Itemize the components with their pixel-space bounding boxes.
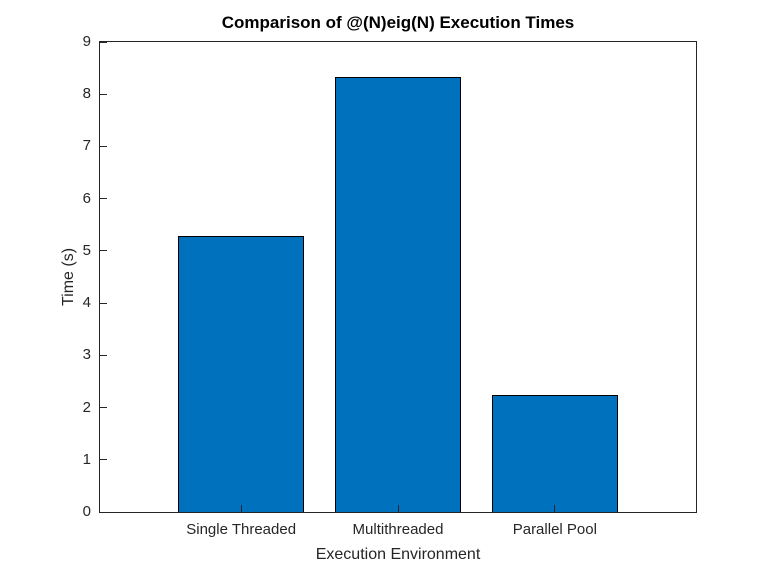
y-tick-label: 6: [82, 189, 91, 207]
y-tick-label: 2: [82, 398, 91, 416]
x-tick: [397, 505, 399, 512]
bar: [335, 77, 461, 512]
y-tick: [100, 459, 107, 461]
y-tick-label: 5: [82, 241, 91, 259]
x-tick-label: Multithreaded: [352, 521, 444, 538]
bar: [178, 236, 304, 512]
y-tick: [100, 41, 107, 43]
y-tick: [100, 354, 107, 356]
y-tick: [100, 511, 107, 513]
x-tick: [240, 505, 242, 512]
y-tick: [100, 145, 107, 147]
x-tick-label: Single Threaded: [186, 521, 297, 538]
y-tick-label: 0: [82, 503, 91, 520]
plot-area: [99, 41, 697, 513]
y-tick-label: 3: [82, 346, 91, 364]
y-tick: [100, 302, 107, 304]
bar: [492, 394, 618, 512]
x-tick-label: Parallel Pool: [512, 521, 597, 538]
y-tick-label: 1: [82, 450, 91, 468]
y-tick-label: 9: [82, 33, 91, 50]
x-tick: [554, 505, 556, 512]
y-tick: [100, 250, 107, 252]
y-tick: [100, 198, 107, 200]
y-tick-label: 8: [82, 85, 91, 103]
x-axis-label: Execution Environment: [315, 546, 481, 563]
y-tick-label: 4: [82, 294, 91, 312]
y-tick-label: 7: [82, 137, 91, 155]
y-tick: [100, 93, 107, 95]
chart-title: Comparison of @(N)eig(N) Execution Times: [221, 13, 575, 32]
y-tick: [100, 407, 107, 409]
